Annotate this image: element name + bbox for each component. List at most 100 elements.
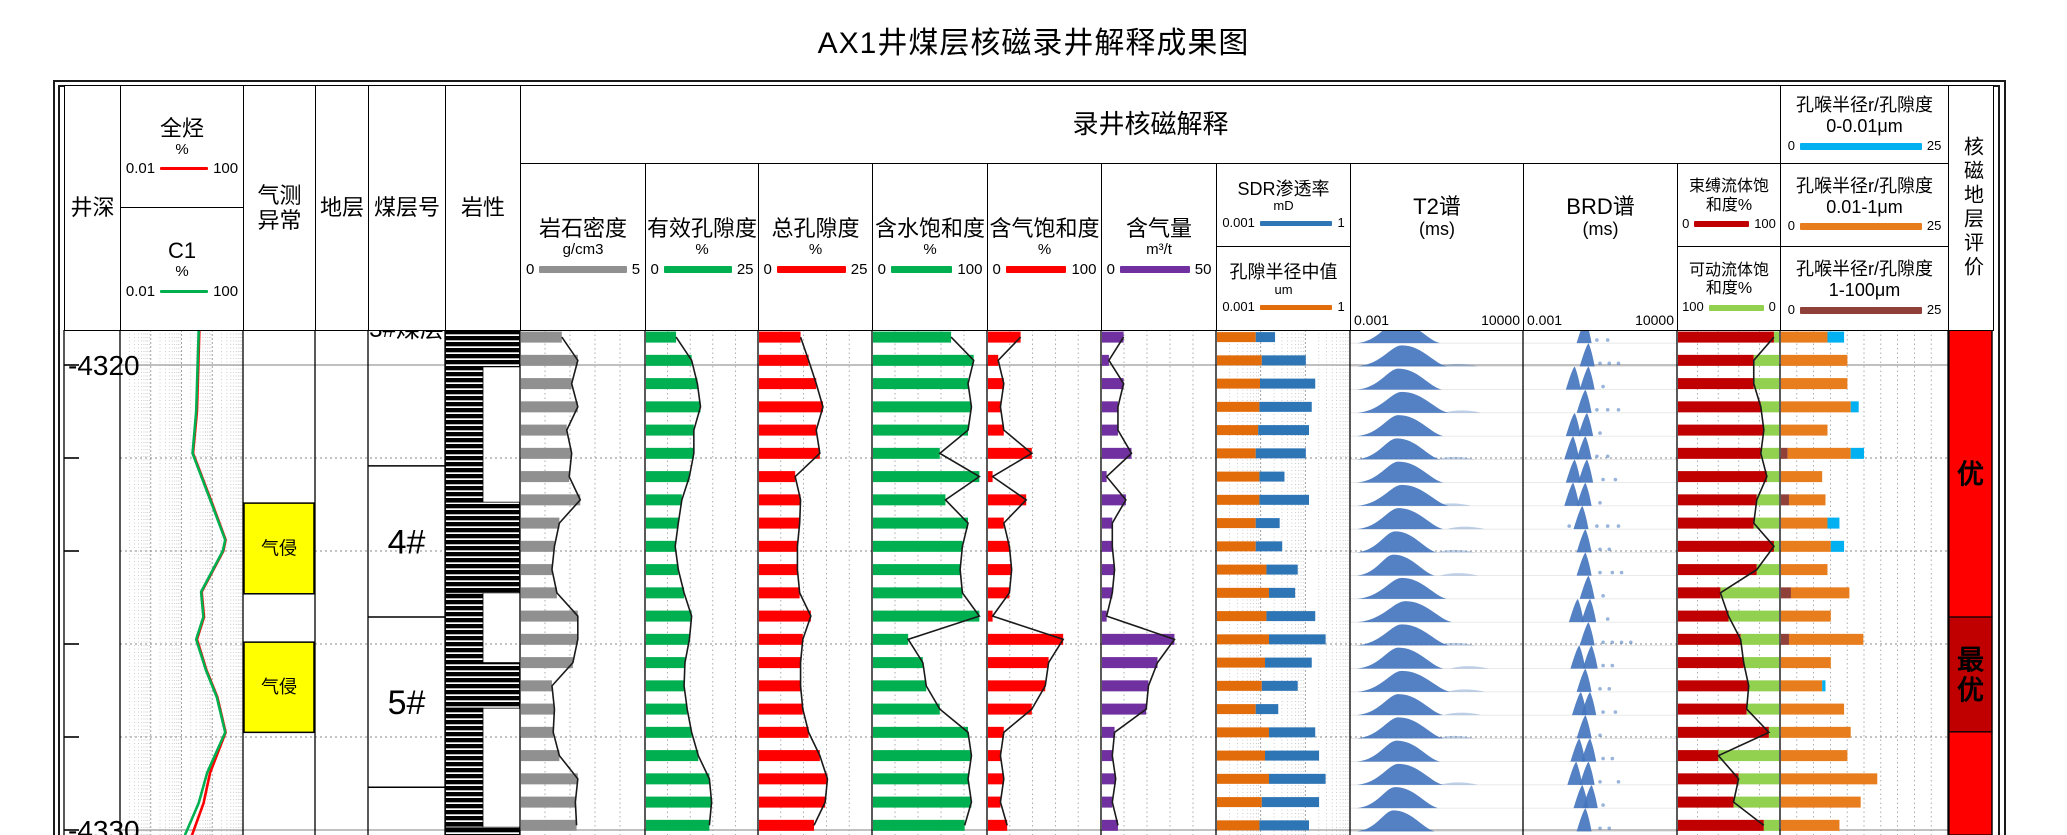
watsat-curve bbox=[906, 336, 981, 826]
scale-max: 50 bbox=[1194, 260, 1212, 278]
scale-color-bar bbox=[1119, 265, 1190, 273]
brd-spectrum bbox=[1582, 645, 1598, 669]
brd-spectrum bbox=[1581, 738, 1597, 762]
median-radius-bar bbox=[1217, 797, 1262, 808]
scale-max: 25 bbox=[1926, 137, 1942, 153]
totpor-curve bbox=[794, 336, 829, 826]
watsat-bar bbox=[873, 447, 940, 459]
throat-mid-bar bbox=[1781, 564, 1828, 576]
sdr-perm-bar bbox=[1260, 378, 1316, 389]
track-header-throat-1-100um: 孔喉半径r/孔隙度 1-100μm 0 25 bbox=[1780, 246, 1949, 331]
scale-row: 0.001 1 bbox=[1222, 215, 1344, 231]
effpor-bar bbox=[646, 564, 679, 576]
effpor-bar bbox=[646, 819, 710, 831]
density-bar bbox=[521, 540, 555, 552]
median-radius-bar bbox=[1217, 425, 1259, 436]
gassat-bar bbox=[988, 494, 1027, 506]
brd-spectrum-dot bbox=[1610, 640, 1615, 645]
bound-fluid-bar bbox=[1678, 517, 1754, 529]
col-header-lithology: 岩性 bbox=[445, 85, 521, 331]
scale-color-bar bbox=[1694, 221, 1750, 228]
bound-fluid-bar bbox=[1678, 610, 1729, 622]
sdr-perm-bar bbox=[1259, 471, 1285, 482]
throat-mid-bar bbox=[1781, 378, 1848, 390]
bound-fluid-bar bbox=[1678, 726, 1769, 738]
gassat-bar bbox=[988, 750, 1001, 762]
brd-spectrum bbox=[1565, 366, 1581, 390]
scale-row: 0 100 bbox=[878, 261, 983, 278]
scale-max: 5 bbox=[631, 260, 641, 278]
median-radius-bar bbox=[1217, 611, 1267, 622]
scale-row: 0 25 bbox=[1788, 137, 1942, 154]
t2-spectrum bbox=[1356, 508, 1444, 530]
movable-fluid-bar bbox=[1756, 494, 1779, 506]
density-bar bbox=[521, 587, 557, 599]
effpor-bar bbox=[646, 424, 694, 436]
bound-fluid-bar bbox=[1678, 796, 1734, 808]
movable-fluid-bar bbox=[1763, 819, 1779, 831]
depth-label: -4320 bbox=[68, 350, 140, 381]
movable-fluid-bar bbox=[1773, 331, 1779, 343]
density-bar bbox=[521, 726, 554, 738]
bound-fluid-bar bbox=[1678, 424, 1764, 436]
throat-small-bar bbox=[1850, 447, 1864, 459]
scale-min: 0.001 bbox=[1222, 215, 1255, 231]
totpor-bar bbox=[759, 587, 800, 599]
track-header-median-radius: 孔隙半径中值 um 0.001 1 bbox=[1216, 246, 1351, 331]
scale-min: 0 bbox=[992, 260, 1001, 278]
gascont-bar bbox=[1102, 447, 1132, 459]
scale-max: 0 bbox=[1768, 299, 1776, 315]
density-bar bbox=[521, 447, 572, 459]
label: 异常 bbox=[257, 208, 302, 233]
throat-small-bar bbox=[1827, 331, 1845, 343]
gassat-curve bbox=[991, 336, 1065, 826]
density-bar bbox=[521, 424, 567, 436]
t2-spectrum-tail bbox=[1450, 666, 1489, 669]
effpor-bar bbox=[646, 703, 688, 715]
brd-spectrum-dot bbox=[1601, 803, 1605, 807]
throat-small-bar bbox=[1830, 540, 1845, 552]
label: 全烃 bbox=[159, 115, 204, 141]
totpor-bar bbox=[759, 354, 809, 366]
brd-spectrum-dot bbox=[1613, 710, 1618, 714]
brd-spectrum-dot bbox=[1598, 687, 1602, 691]
scale-max: 1 bbox=[1337, 298, 1345, 314]
throat-mid-bar bbox=[1788, 633, 1864, 645]
totpor-bar bbox=[759, 471, 796, 483]
t2-spectrum bbox=[1356, 484, 1449, 506]
gascont-bar bbox=[1102, 494, 1126, 506]
gassat-bar bbox=[988, 331, 1021, 343]
brd-spectrum bbox=[1579, 761, 1595, 785]
t2-spectrum bbox=[1356, 554, 1435, 576]
brd-spectrum-dot bbox=[1598, 547, 1602, 552]
movable-fluid-bar bbox=[1760, 401, 1779, 413]
totpor-bar bbox=[759, 564, 798, 576]
brd-spectrum bbox=[1576, 436, 1592, 460]
watsat-bar bbox=[873, 703, 940, 715]
gassat-bar bbox=[988, 354, 999, 366]
gascont-bar bbox=[1102, 750, 1113, 762]
label: 和度% bbox=[1705, 280, 1753, 298]
totpor-bar bbox=[759, 447, 820, 459]
label: um bbox=[1274, 281, 1293, 297]
brd-spectrum-dot bbox=[1601, 756, 1605, 761]
t2-spectrum-tail bbox=[1439, 363, 1479, 367]
scale-min: 0 bbox=[1787, 218, 1795, 234]
movable-fluid-bar bbox=[1720, 587, 1779, 599]
gassat-bar bbox=[988, 471, 993, 483]
brd-spectrum-dot bbox=[1607, 547, 1612, 552]
t2-spectrum bbox=[1356, 694, 1444, 716]
density-bar bbox=[521, 494, 581, 506]
gassat-bar bbox=[988, 424, 1004, 436]
density-bar bbox=[521, 750, 560, 762]
brd-spectrum-dot bbox=[1616, 780, 1621, 784]
totpor-bar bbox=[759, 819, 814, 831]
label: 含气饱和度 bbox=[989, 216, 1100, 242]
bound-fluid-bar bbox=[1678, 773, 1739, 785]
brd-spectrum-dot bbox=[1598, 826, 1602, 831]
label: 可动流体饱 bbox=[1688, 261, 1769, 279]
movable-fluid-bar bbox=[1733, 796, 1779, 808]
gascont-bar bbox=[1102, 587, 1113, 599]
scale-row: 0 25 bbox=[650, 261, 753, 278]
